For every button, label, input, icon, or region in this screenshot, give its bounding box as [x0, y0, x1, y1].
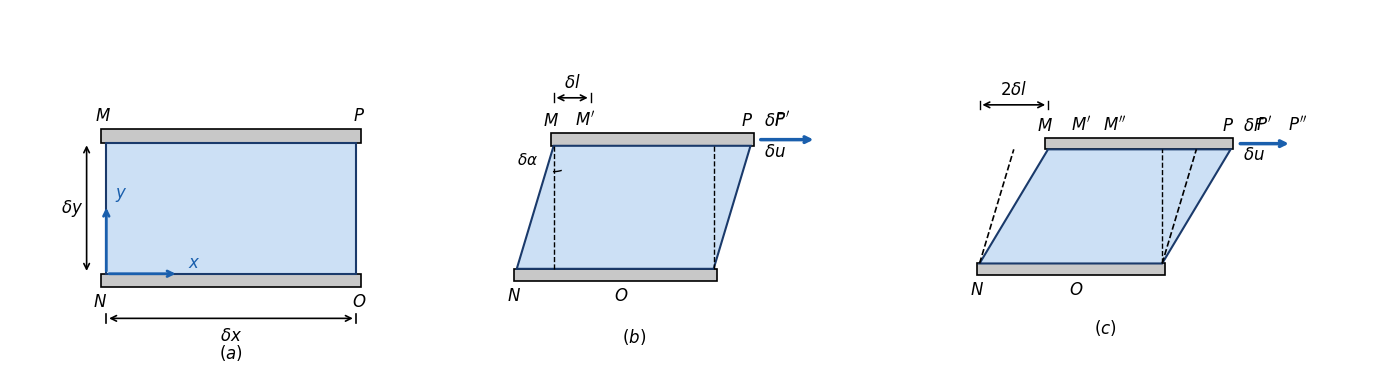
Text: $P''$: $P''$: [1288, 115, 1308, 135]
Text: $\delta l$: $\delta l$: [564, 74, 580, 92]
Text: $y$: $y$: [114, 186, 127, 204]
Text: $\delta x$: $\delta x$: [220, 327, 243, 345]
Text: $(c)$: $(c)$: [1094, 318, 1116, 338]
Text: $N$: $N$: [92, 293, 106, 312]
Text: $M$: $M$: [95, 107, 112, 126]
Text: $\delta\alpha$: $\delta\alpha$: [517, 152, 539, 168]
Bar: [106, 142, 356, 274]
Text: $\delta F$: $\delta F$: [1243, 117, 1265, 135]
Text: $(a)$: $(a)$: [219, 343, 243, 363]
Polygon shape: [517, 146, 751, 269]
Text: $x$: $x$: [189, 255, 201, 273]
Text: $P'$: $P'$: [774, 111, 791, 130]
Text: $M''$: $M''$: [1104, 115, 1127, 135]
Bar: [514, 269, 717, 281]
Text: $O$: $O$: [615, 287, 628, 305]
Text: $(b)$: $(b)$: [621, 327, 646, 347]
Text: $M'$: $M'$: [576, 111, 595, 130]
Text: $P$: $P$: [1222, 117, 1233, 135]
Bar: [101, 274, 361, 287]
Text: $\delta u$: $\delta u$: [763, 143, 785, 161]
Bar: [551, 133, 754, 146]
Text: $N$: $N$: [507, 287, 521, 305]
Text: $P$: $P$: [353, 107, 365, 126]
Polygon shape: [980, 149, 1231, 264]
Bar: [101, 129, 361, 142]
Text: $M$: $M$: [1038, 117, 1053, 135]
Text: $P'$: $P'$: [1255, 115, 1272, 135]
Text: $\delta y$: $\delta y$: [61, 198, 83, 219]
Text: $M$: $M$: [543, 112, 558, 130]
Text: $O$: $O$: [351, 293, 367, 312]
Text: $\delta u$: $\delta u$: [1243, 145, 1265, 164]
Bar: [977, 264, 1164, 275]
Bar: [1045, 138, 1233, 149]
Text: $2\delta l$: $2\delta l$: [1000, 81, 1028, 99]
Text: $M'$: $M'$: [1071, 115, 1091, 135]
Text: $N$: $N$: [970, 280, 984, 299]
Text: $P$: $P$: [741, 112, 754, 130]
Text: $O$: $O$: [1069, 280, 1083, 299]
Text: $\delta F$: $\delta F$: [763, 112, 785, 130]
